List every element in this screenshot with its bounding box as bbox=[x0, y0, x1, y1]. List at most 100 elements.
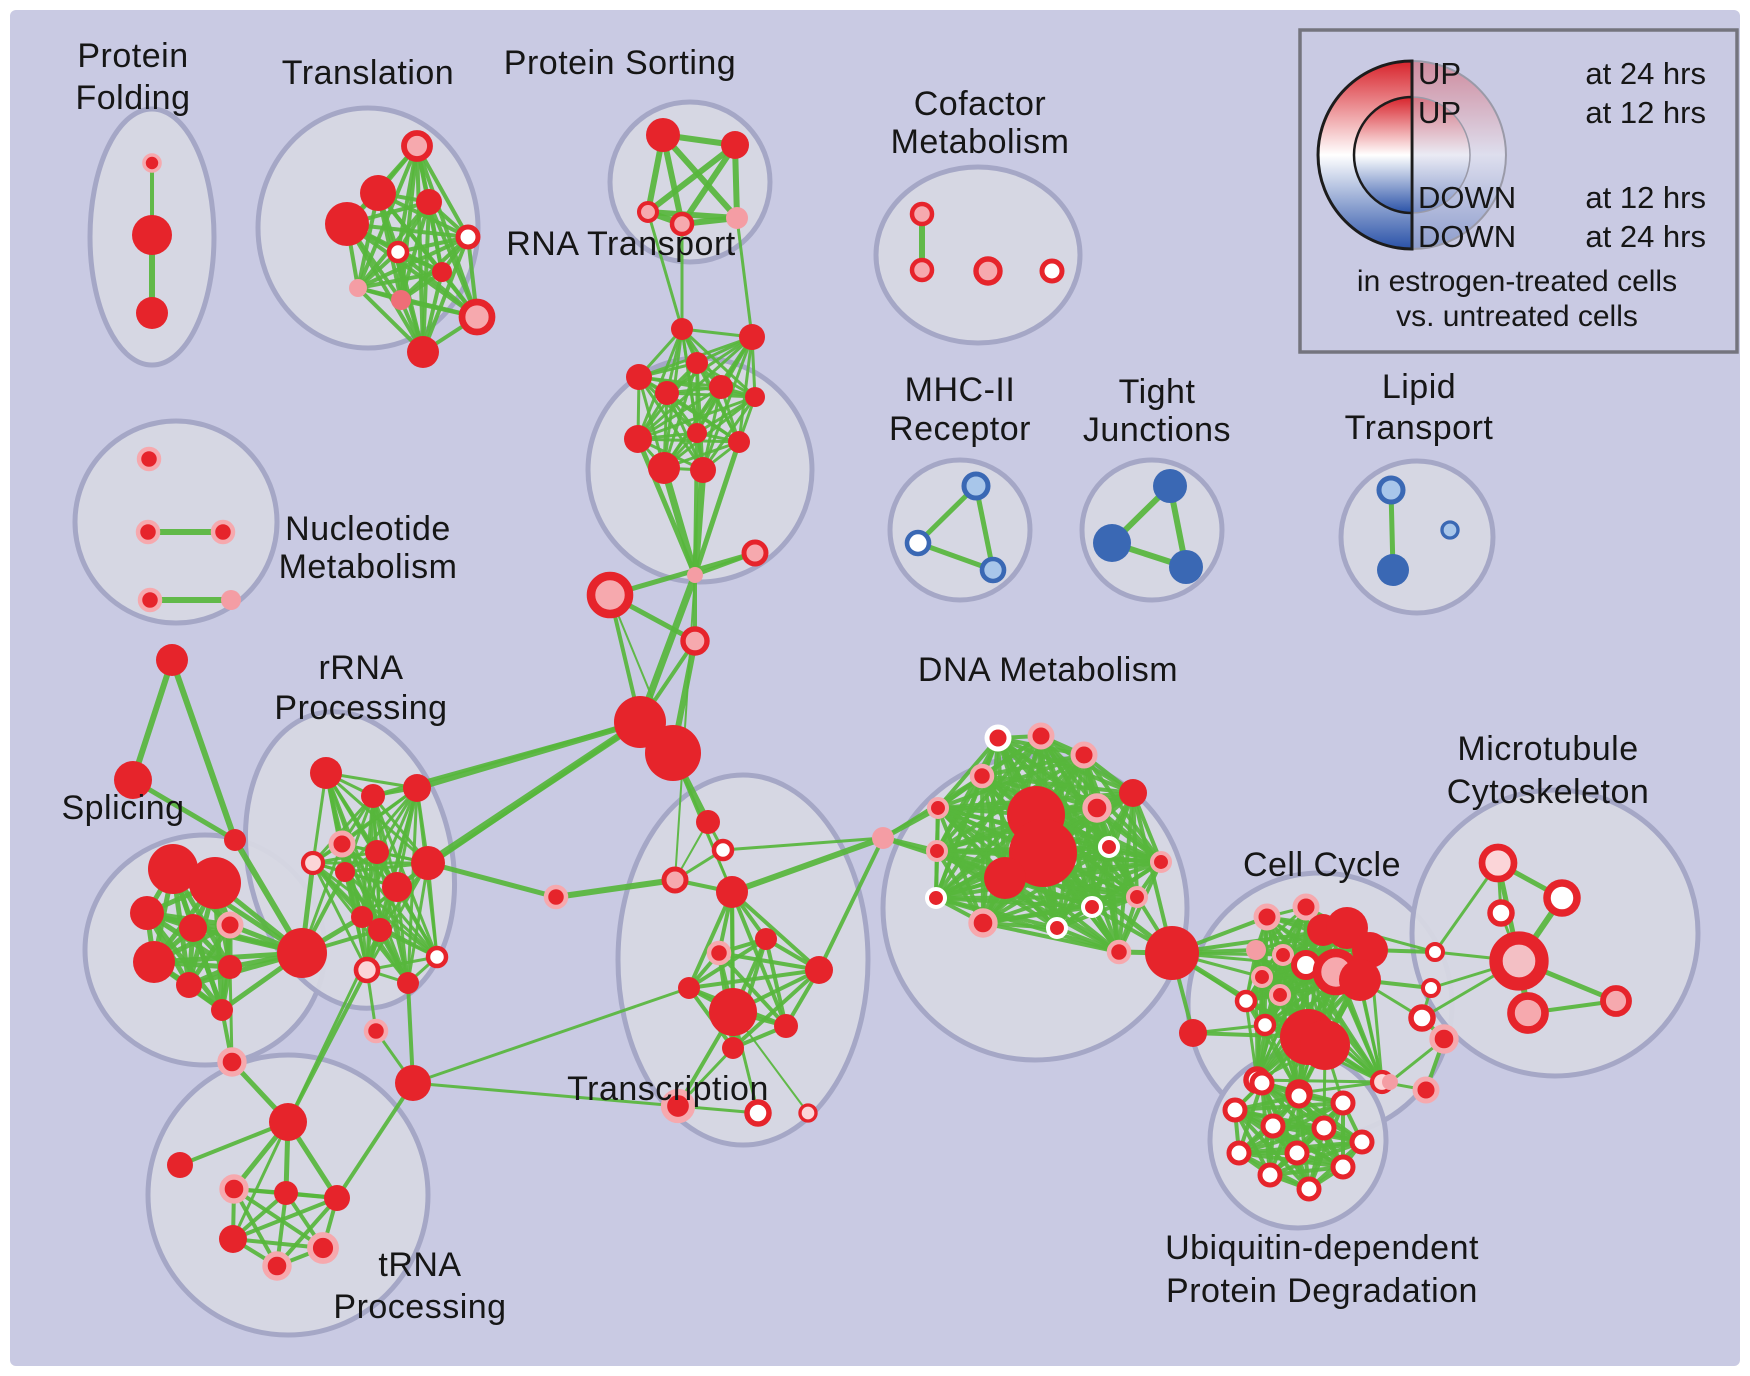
gene-node-m12 bbox=[1382, 1074, 1398, 1090]
gene-node-g4 bbox=[1271, 943, 1295, 967]
gene-node-ps5 bbox=[726, 207, 748, 229]
network-edge bbox=[721, 836, 885, 852]
gene-node-m8 bbox=[1600, 985, 1632, 1017]
gene-node-rt5 bbox=[655, 381, 679, 405]
gene-node-s5 bbox=[216, 911, 244, 939]
cluster-region-lipid-transport bbox=[1338, 458, 1496, 616]
gene-node-m11 bbox=[1412, 1076, 1440, 1104]
legend-direction-label: UP bbox=[1418, 56, 1461, 91]
gene-node-rt3 bbox=[686, 352, 708, 374]
gene-node-r3 bbox=[403, 774, 431, 802]
gene-node-c8 bbox=[678, 977, 700, 999]
gene-node-nu2 bbox=[135, 519, 161, 545]
gene-node-m1 bbox=[1478, 843, 1518, 883]
gene-node-t7 bbox=[432, 262, 452, 282]
gene-node-d11 bbox=[1097, 835, 1121, 859]
gene-node-c9 bbox=[805, 956, 833, 984]
network-edge bbox=[335, 1081, 415, 1200]
network-edge bbox=[660, 464, 699, 579]
gene-node-u3 bbox=[1286, 1083, 1312, 1109]
network-edge bbox=[636, 571, 699, 726]
network-edge bbox=[637, 375, 757, 399]
gene-node-r8 bbox=[335, 862, 355, 882]
gene-node-cchub bbox=[1145, 926, 1199, 980]
gene-node-d6 bbox=[1119, 779, 1147, 807]
network-edge bbox=[1131, 791, 1174, 955]
gene-node-m5 bbox=[1421, 978, 1441, 998]
gene-node-ps1 bbox=[646, 118, 680, 152]
gene-node-c13 bbox=[660, 1088, 696, 1124]
gene-node-tn3 bbox=[274, 1181, 298, 1205]
network-nodes bbox=[114, 118, 1632, 1281]
network-edge bbox=[687, 937, 768, 990]
gene-node-mh2 bbox=[904, 529, 932, 557]
gene-node-t4 bbox=[416, 189, 442, 215]
network-edge bbox=[936, 753, 1086, 810]
gene-node-rt6 bbox=[709, 375, 733, 399]
gene-node-s1 bbox=[148, 844, 198, 894]
gene-node-tn4 bbox=[324, 1185, 350, 1211]
gene-node-cf3 bbox=[973, 256, 1003, 286]
gene-node-r9 bbox=[382, 872, 412, 902]
legend: UP at 24 hrs UP at 12 hrs DOWN at 12 hrs DOWN a… bbox=[1298, 28, 1739, 354]
cluster-label-mhc-ii-receptor: Receptor bbox=[889, 410, 1031, 448]
network-edge bbox=[934, 774, 984, 900]
network-edge bbox=[636, 395, 757, 441]
cluster-label-protein-folding: Protein bbox=[77, 37, 188, 75]
gene-node-a2 bbox=[114, 761, 152, 799]
gene-node-rt4 bbox=[626, 364, 652, 390]
legend-time-label: at 24 hrs bbox=[1585, 56, 1706, 91]
network-edge bbox=[275, 1196, 339, 1268]
cluster-label-translation: Translation bbox=[282, 54, 454, 92]
gene-node-d2 bbox=[1027, 722, 1055, 750]
cluster-label-lipid-transport: Transport bbox=[1345, 409, 1494, 447]
gene-node-t1 bbox=[401, 130, 433, 162]
gene-node-s10 bbox=[217, 1047, 247, 1077]
legend-direction-label: DOWN bbox=[1418, 180, 1516, 215]
cluster-label-transcription: Transcription bbox=[567, 1070, 769, 1108]
cluster-label-tight-junctions: Tight bbox=[1119, 373, 1196, 411]
network-edge bbox=[692, 439, 742, 578]
gene-node-u4 bbox=[1330, 1090, 1356, 1116]
legend-time-label: at 12 hrs bbox=[1585, 180, 1706, 215]
gene-node-s9 bbox=[211, 999, 233, 1021]
cluster-label-ubiquitin-degradation: Protein Degradation bbox=[1166, 1272, 1478, 1310]
gene-node-r5 bbox=[300, 850, 326, 876]
gene-node-g16 bbox=[1300, 1020, 1350, 1070]
network-edge bbox=[934, 895, 1139, 900]
gene-node-tj2 bbox=[1093, 524, 1131, 562]
gene-node-d10 bbox=[1009, 819, 1077, 887]
gene-node-r4 bbox=[328, 830, 356, 858]
gene-node-u12 bbox=[1296, 1176, 1322, 1202]
gene-node-ps2 bbox=[721, 131, 749, 159]
cluster-label-ubiquitin-degradation: Ubiquitin-dependent bbox=[1165, 1229, 1479, 1267]
gene-node-d14 bbox=[924, 886, 948, 910]
gene-node-r6 bbox=[365, 840, 389, 864]
gene-node-d15 bbox=[968, 908, 998, 938]
network-edge bbox=[737, 335, 754, 444]
network-edge bbox=[701, 385, 723, 472]
network-edge bbox=[660, 132, 740, 221]
network-edge bbox=[729, 835, 886, 895]
network-edge bbox=[981, 921, 1121, 954]
cluster-label-tight-junctions: Junctions bbox=[1083, 411, 1231, 449]
gene-node-ld bbox=[872, 827, 894, 849]
gene-node-j4 bbox=[680, 626, 710, 656]
cluster-label-rna-transport: RNA Transport bbox=[506, 225, 736, 263]
network-edge bbox=[411, 1081, 680, 1108]
network-edge bbox=[178, 1120, 290, 1167]
cluster-label-nucleotide-metabolism: Nucleotide bbox=[285, 510, 451, 548]
gene-node-d12 bbox=[1149, 850, 1173, 874]
gene-node-nu3 bbox=[210, 519, 236, 545]
gene-node-pf3 bbox=[136, 297, 168, 329]
gene-node-pf2 bbox=[132, 215, 172, 255]
network-edge bbox=[553, 877, 678, 900]
network-edge bbox=[1237, 1126, 1326, 1155]
gene-node-g2 bbox=[1292, 893, 1320, 921]
network-edge bbox=[980, 774, 1135, 795]
gene-node-ps4 bbox=[669, 211, 695, 237]
gene-node-d13 bbox=[984, 857, 1026, 899]
cluster-label-trna-processing: Processing bbox=[333, 1288, 506, 1326]
gene-node-m10 bbox=[1429, 1024, 1459, 1054]
